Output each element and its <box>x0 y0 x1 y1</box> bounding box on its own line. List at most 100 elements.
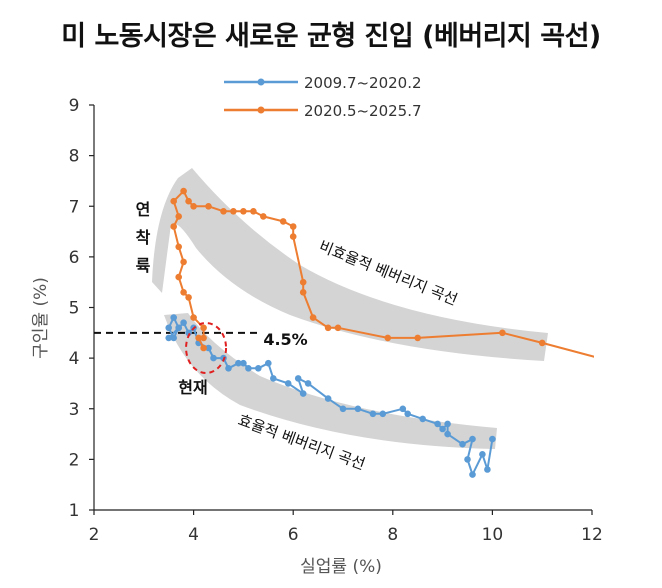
y-tick-label: 7 <box>69 197 80 217</box>
data-point <box>309 314 317 321</box>
data-point <box>354 405 362 413</box>
data-point <box>185 294 192 301</box>
data-point <box>180 289 187 296</box>
data-point <box>180 319 187 327</box>
y-axis-label: 구인율 (%) <box>31 277 51 359</box>
data-point <box>464 456 471 463</box>
data-point <box>175 324 182 332</box>
data-point <box>444 420 451 428</box>
data-point <box>265 359 272 367</box>
soft-landing-char-2: 착 <box>136 228 151 247</box>
data-point <box>304 380 312 387</box>
data-point <box>165 334 172 342</box>
data-point <box>175 243 182 251</box>
data-point <box>299 289 307 296</box>
data-point <box>444 430 451 438</box>
data-point <box>200 344 207 352</box>
data-point <box>180 258 187 266</box>
data-point <box>190 314 197 321</box>
x-tick-label: 6 <box>288 525 299 545</box>
y-tick-label: 4 <box>69 349 80 369</box>
x-tick-label: 12 <box>581 525 603 545</box>
data-point <box>240 208 247 215</box>
y-tick-label: 5 <box>69 299 80 319</box>
data-point <box>220 208 227 215</box>
data-point <box>245 365 252 372</box>
data-point <box>414 334 422 342</box>
data-point <box>260 213 267 220</box>
data-point <box>165 324 172 332</box>
data-point <box>270 375 277 382</box>
data-point <box>235 359 242 367</box>
y-tick-label: 6 <box>69 248 80 268</box>
soft-landing-char-1: 연 <box>136 200 151 219</box>
data-point <box>324 395 332 402</box>
legend-marker <box>257 106 265 114</box>
data-point <box>538 339 546 347</box>
data-point <box>240 359 247 367</box>
data-point <box>170 197 177 205</box>
data-point <box>499 329 506 337</box>
soft-landing-char-3: 륙 <box>136 256 151 275</box>
data-point <box>369 410 377 418</box>
data-point <box>195 334 202 342</box>
data-point <box>299 278 307 286</box>
data-point <box>299 390 307 397</box>
current-circle <box>185 322 228 374</box>
data-point <box>170 334 177 342</box>
y-tick-label: 9 <box>69 96 80 116</box>
legend-marker <box>257 78 265 86</box>
data-point <box>279 218 287 225</box>
data-point <box>170 223 177 230</box>
x-tick-label: 8 <box>387 525 398 545</box>
x-tick-label: 4 <box>188 525 199 545</box>
data-point <box>254 365 262 372</box>
y-tick-label: 2 <box>69 450 80 470</box>
inefficient-curve-band <box>152 168 548 361</box>
x-axis-label: 실업률 (%) <box>300 557 382 577</box>
data-point <box>289 223 297 230</box>
y-tick-label: 8 <box>69 147 80 167</box>
data-point <box>200 324 207 332</box>
efficient-curve-band <box>164 313 497 449</box>
data-point <box>384 334 392 342</box>
series-2 <box>170 187 594 358</box>
data-point <box>324 324 332 332</box>
data-point <box>230 208 237 215</box>
data-point <box>289 233 297 240</box>
x-tick-label: 10 <box>482 525 504 545</box>
data-point <box>469 471 476 478</box>
y-tick-label: 3 <box>69 400 80 420</box>
reference-line-label: 4.5% <box>263 330 307 349</box>
data-point <box>175 273 182 281</box>
data-point <box>489 435 496 443</box>
data-point <box>180 187 187 195</box>
data-point <box>404 410 412 418</box>
x-tick-label: 2 <box>89 525 100 545</box>
current-label: 현재 <box>178 378 207 397</box>
data-point <box>379 410 387 418</box>
legend: 2009.7~2020.2 2020.5~2025.7 <box>224 74 422 120</box>
data-point <box>185 197 192 205</box>
legend-label: 2020.5~2025.7 <box>304 102 422 120</box>
data-point <box>459 440 466 448</box>
data-point <box>190 203 197 210</box>
data-point <box>479 451 486 458</box>
data-point <box>205 344 212 352</box>
data-point <box>419 415 427 423</box>
data-point <box>210 354 217 362</box>
data-point <box>250 208 257 215</box>
legend-label: 2009.7~2020.2 <box>304 74 422 92</box>
chart-title: 미 노동시장은 새로운 균형 진입 (베버리지 곡선) <box>61 21 601 52</box>
data-point <box>205 203 212 210</box>
data-point <box>469 435 476 443</box>
data-point <box>200 334 207 342</box>
data-point <box>439 425 446 433</box>
y-tick-label: 1 <box>69 501 80 521</box>
data-point <box>284 380 292 387</box>
data-point <box>339 405 347 413</box>
data-point <box>334 324 342 332</box>
data-point <box>294 375 302 382</box>
data-point <box>434 420 441 428</box>
